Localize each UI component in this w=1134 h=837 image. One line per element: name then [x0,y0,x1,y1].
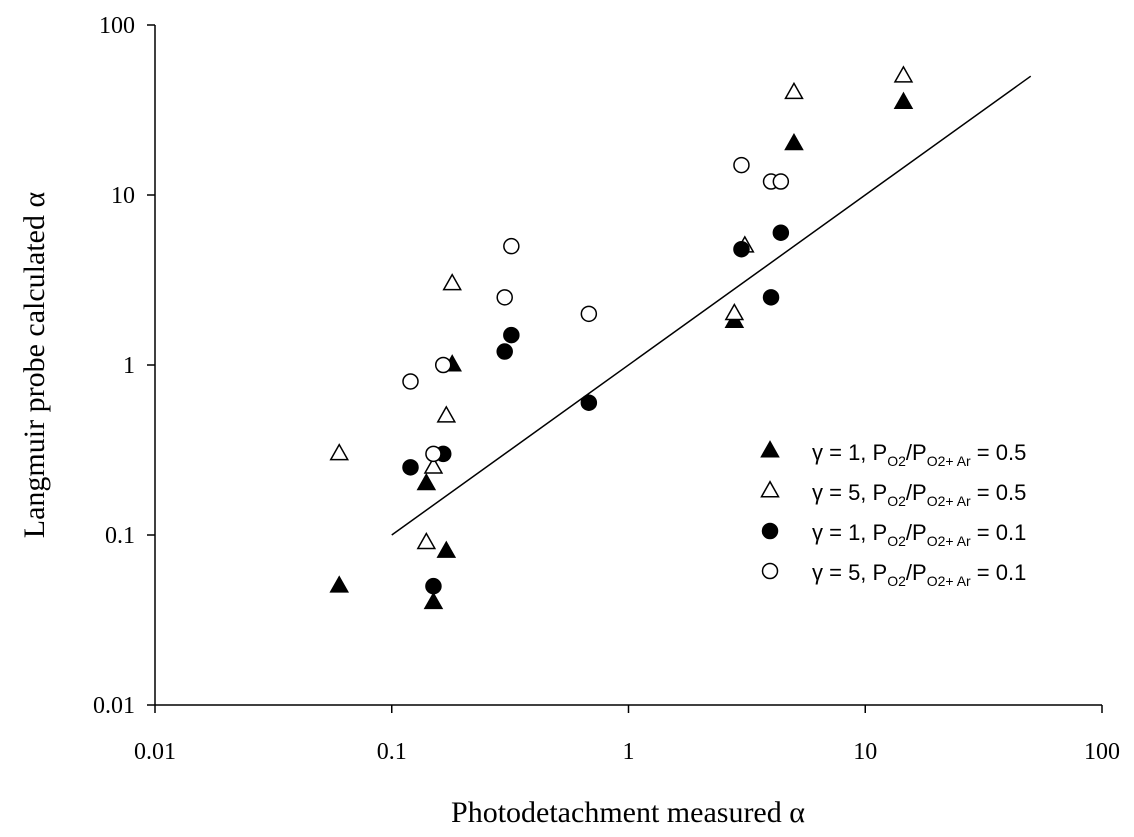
legend-label-part: O2+ Ar [927,453,971,469]
legend-label-part: O2 [887,573,906,589]
legend-label-part: = 0.5 [971,440,1027,465]
x-ticks: 0.01 0.1 1 10 100 [134,705,1120,765]
y-tick-label: 100 [99,13,135,39]
data-point-series-3 [580,394,598,411]
legend-label-3: γ = 1, PO2/PO2+ Ar = 0.1 [812,520,1026,549]
legend-label-part: /P [906,560,927,585]
data-point-series-2 [724,303,745,321]
legend-marker-1 [760,440,780,458]
y-tick-label: 10 [111,183,135,209]
legend-label-part: γ = 1, [812,520,873,545]
data-point-series-2 [784,81,804,100]
data-point-series-2 [893,65,914,83]
legend-label-part: /P [906,440,927,465]
data-point-series-3 [733,240,750,258]
x-tick-label: 1 [623,739,635,765]
data-point-series-4 [425,445,442,463]
legend-label-part: P [873,480,888,505]
legend-label-part: = 0.1 [971,520,1027,545]
legend-label-part: γ = 1, [812,440,873,465]
data-point-series-4 [503,237,520,255]
y-axis-title: Langmuir probe calculated α [18,192,51,539]
data-point-series-3 [762,289,780,306]
data-point-series-2 [416,531,437,550]
legend-label-part: O2+ Ar [927,493,971,509]
data-point-series-2 [442,273,462,291]
data-point-series-3 [425,577,442,595]
legend-marker-2 [760,480,780,498]
x-tick-label: 0.1 [377,739,407,765]
legend-label-part: O2 [887,493,906,509]
x-tick-label: 0.01 [134,739,176,765]
data-point-series-4 [496,289,513,306]
legend-marker-3 [761,522,779,540]
x-tick-label: 100 [1084,739,1120,765]
legend-label-part: P [873,520,888,545]
data-point-series-4 [434,356,452,374]
y-ticks: 0.01 0.1 1 10 100 [93,13,155,719]
legend-label-part: /P [906,480,927,505]
legend: γ = 1, PO2/PO2+ Ar = 0.5γ = 5, PO2/PO2+ … [760,440,1026,589]
legend-label-part: P [873,560,888,585]
data-point-series-3 [496,343,513,360]
data-point-series-1 [329,575,350,593]
data-point-series-3 [402,459,419,476]
y-tick-label: 1 [123,353,135,379]
legend-marker-4 [761,562,779,580]
legend-label-part: /P [906,520,927,545]
data-point-series-2 [329,443,350,461]
y-tick-label: 0.1 [105,523,135,549]
data-point-series-4 [402,373,419,390]
data-point-series-1 [416,473,437,491]
data-point-series-4 [772,173,790,190]
x-tick-label: 10 [853,739,877,765]
data-point-series-4 [733,156,750,174]
data-point-series-1 [784,133,804,151]
legend-label-part: O2 [887,453,906,469]
data-point-series-2 [423,456,444,474]
legend-label-4: γ = 5, PO2/PO2+ Ar = 0.1 [812,560,1026,589]
legend-label-2: γ = 5, PO2/PO2+ Ar = 0.5 [812,480,1026,509]
legend-label-part: = 0.5 [971,480,1027,505]
data-point-series-1 [436,540,457,558]
legend-label-part: O2+ Ar [927,533,971,549]
data-point-series-2 [436,405,457,423]
fit-line-group [391,75,1032,536]
data-point-series-4 [580,305,598,323]
data-points [329,65,914,610]
data-point-series-1 [423,591,444,610]
data-point-series-3 [503,326,520,344]
legend-label-part: = 0.1 [971,560,1027,585]
legend-label-part: P [873,440,888,465]
legend-label-part: γ = 5, [812,480,873,505]
y-tick-label: 0.01 [93,693,135,719]
data-point-series-3 [772,224,790,241]
legend-label-part: O2 [887,533,906,549]
legend-label-1: γ = 1, PO2/PO2+ Ar = 0.5 [812,440,1026,469]
x-axis-title: Photodetachment measured α [451,796,805,829]
legend-label-part: γ = 5, [812,560,873,585]
data-point-series-1 [893,91,914,109]
fit-line [391,75,1032,536]
legend-label-part: O2+ Ar [927,573,971,589]
